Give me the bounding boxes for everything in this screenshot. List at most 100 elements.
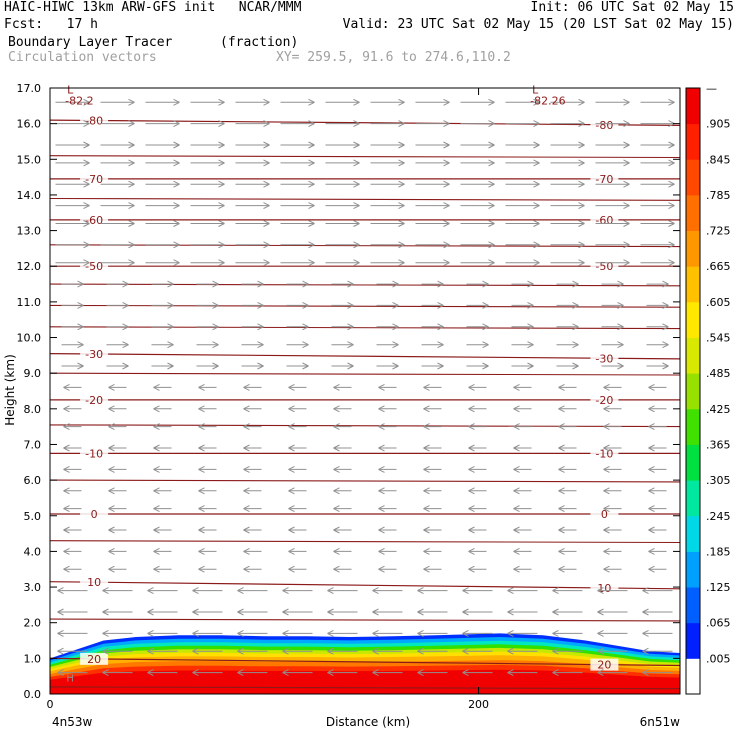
vector-head-18-2 xyxy=(153,465,160,473)
vector-head-23-3 xyxy=(198,565,205,573)
vector-head-9-13 xyxy=(662,280,669,288)
vector-head-4-8 xyxy=(443,180,450,188)
vector-head-6-9 xyxy=(488,220,495,227)
contour-label-1-0: -70 xyxy=(85,173,103,186)
vector-head-26-13 xyxy=(642,629,649,637)
vector-head-28-4 xyxy=(237,669,244,677)
tracer-band-9 xyxy=(50,669,680,694)
vector-head-20-4 xyxy=(243,505,250,513)
vector-head-26-6 xyxy=(327,629,334,637)
colorbar-swatch-4 xyxy=(686,515,700,552)
vector-head-25-1 xyxy=(102,608,109,616)
vector-head-3-9 xyxy=(488,159,495,167)
x-axis-left-endpoint: 4n53w xyxy=(52,715,93,729)
vector-head-14-12 xyxy=(603,383,610,391)
vector-head-19-9 xyxy=(468,487,475,495)
vector-head-22-2 xyxy=(153,547,160,555)
vector-head-1-6 xyxy=(353,120,360,128)
vector-head-1-11 xyxy=(578,120,585,128)
vector-head-12-6 xyxy=(347,341,354,349)
vector-head-9-3 xyxy=(212,280,219,288)
vector-head-7-4 xyxy=(263,241,270,249)
vector-head-23-7 xyxy=(378,565,385,573)
vector-head-2-2 xyxy=(173,141,180,149)
vector-head-2-9 xyxy=(488,141,495,149)
vector-head-12-7 xyxy=(392,341,399,349)
vector-head-8-0 xyxy=(83,259,90,267)
vector-head-25-5 xyxy=(282,608,289,616)
vector-head-27-4 xyxy=(237,647,244,655)
colorbar-label-11: .305 xyxy=(706,474,731,487)
colorbar-label-0: — xyxy=(706,82,717,95)
vector-head-23-13 xyxy=(648,565,655,573)
colorbar-swatch-5 xyxy=(686,480,700,517)
vector-head-0-0 xyxy=(83,98,90,106)
vector-head-13-7 xyxy=(392,362,399,370)
vector-head-28-2 xyxy=(147,669,154,677)
vector-head-5-5 xyxy=(308,202,315,210)
vector-head-9-0 xyxy=(77,280,84,288)
vector-head-6-0 xyxy=(83,220,90,227)
contour-label-9-0: 20 xyxy=(87,653,101,666)
vector-head-26-0 xyxy=(57,629,64,637)
y-tick-label-4: 4.0 xyxy=(24,545,42,558)
vector-head-9-9 xyxy=(482,280,489,288)
vector-head-4-7 xyxy=(398,180,405,188)
vector-head-17-8 xyxy=(423,444,430,452)
vector-head-20-3 xyxy=(198,505,205,513)
contour-line-extra-1 xyxy=(50,197,680,201)
vector-head-21-12 xyxy=(603,526,610,534)
vector-head-18-11 xyxy=(558,465,565,473)
colorbar-label-9: .425 xyxy=(706,403,731,416)
vector-head-7-7 xyxy=(398,241,405,249)
vector-head-25-10 xyxy=(507,608,514,616)
vector-head-24-9 xyxy=(462,587,469,595)
y-tick-label-1: 1.0 xyxy=(24,652,42,665)
vector-head-27-12 xyxy=(597,647,604,655)
vector-head-16-6 xyxy=(333,423,340,431)
contour-label-5-1: -20 xyxy=(595,394,613,407)
contour-line-extra-6 xyxy=(50,372,680,376)
vector-head-8-11 xyxy=(578,259,585,267)
vector-head-10-2 xyxy=(167,301,174,309)
vector-head-16-4 xyxy=(243,423,250,431)
contour-label-6-1: -10 xyxy=(595,447,613,460)
vector-head-24-3 xyxy=(192,587,199,595)
vector-head-16-3 xyxy=(198,423,205,431)
vector-head-24-1 xyxy=(102,587,109,595)
vector-head-23-6 xyxy=(333,565,340,573)
vector-head-2-8 xyxy=(443,141,450,149)
vector-head-17-7 xyxy=(378,444,385,452)
vector-head-19-11 xyxy=(558,487,565,495)
contour-label-bg-5-1 xyxy=(590,393,619,406)
y-tick-label-16: 16.0 xyxy=(17,118,42,131)
vector-head-5-2 xyxy=(173,202,180,210)
vector-head-14-9 xyxy=(468,383,475,391)
vector-head-15-12 xyxy=(603,405,610,413)
vector-head-13-8 xyxy=(437,362,444,370)
vector-head-11-4 xyxy=(257,323,264,331)
vector-head-11-6 xyxy=(347,323,354,331)
vector-head-2-6 xyxy=(353,141,360,149)
vector-head-19-1 xyxy=(108,487,115,495)
vector-head-7-3 xyxy=(218,241,225,249)
vector-head-4-9 xyxy=(488,180,495,188)
colorbar-swatch-16 xyxy=(686,88,700,125)
model-title: HAIC-HIWC 13km ARW-GFS init NCAR/MMM xyxy=(4,0,302,15)
vector-head-0-12 xyxy=(623,98,630,106)
vector-head-8-4 xyxy=(263,259,270,267)
vector-head-27-7 xyxy=(372,647,379,655)
contour-label-9-1: 20 xyxy=(597,659,611,672)
vector-head-25-0 xyxy=(57,608,64,616)
vector-head-16-13 xyxy=(648,423,655,431)
contour-line-extra-0 xyxy=(50,155,680,159)
vector-head-21-4 xyxy=(243,526,250,534)
vector-head-17-13 xyxy=(648,444,655,452)
y-tick-label-14: 14.0 xyxy=(17,189,42,202)
vector-head-17-2 xyxy=(153,444,160,452)
contour-line-extra-9 xyxy=(50,540,680,544)
vector-head-22-6 xyxy=(333,547,340,555)
vector-head-8-8 xyxy=(443,259,450,267)
vector-head-18-13 xyxy=(648,465,655,473)
